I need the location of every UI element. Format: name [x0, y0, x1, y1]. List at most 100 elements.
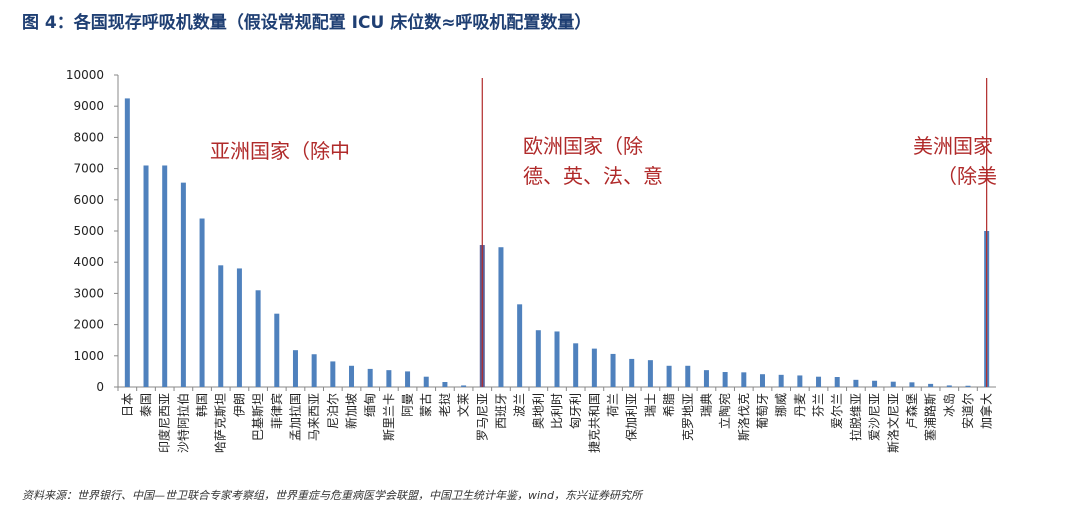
x-tick-label: 拉脱维亚	[848, 393, 863, 441]
bar-尼泊尔	[330, 361, 336, 387]
x-tick-label: 冰岛	[941, 393, 956, 417]
y-tick-label: 0	[96, 380, 104, 394]
bar-印度尼西亚	[162, 165, 168, 387]
x-tick-label: 西班牙	[494, 393, 508, 429]
region-annotation: 欧洲国家（除	[523, 134, 643, 158]
x-tick-label: 韩国	[194, 393, 209, 417]
bar-奥地利	[535, 330, 541, 387]
x-tick-label: 印度尼西亚	[157, 393, 172, 453]
x-tick-label: 克罗地亚	[681, 393, 695, 441]
figure-title: 图 4：各国现存呼吸机数量（假设常规配置 ICU 床位数≈呼吸机配置数量）	[22, 13, 592, 33]
bar-菲律宾	[274, 313, 280, 387]
x-tick-label: 波兰	[513, 393, 527, 417]
x-tick-label: 加拿大	[979, 393, 994, 429]
x-tick-label: 丹麦	[793, 393, 807, 417]
x-tick-label: 瑞典	[699, 393, 713, 417]
y-axis: 0 1000 2000 3000 4000 5000 6000 7000 8000 9000 100…	[66, 68, 119, 394]
x-tick-label: 日本	[120, 393, 134, 417]
bar-挪威	[778, 374, 784, 387]
x-tick-label: 挪威	[774, 393, 788, 417]
x-tick-label: 卢森堡	[904, 393, 919, 429]
y-tick-label: 1000	[73, 349, 104, 363]
x-tick-label: 保加利亚	[625, 393, 639, 441]
bar-泰国	[143, 165, 149, 387]
x-tick-label: 芬兰	[812, 393, 826, 417]
bar-缅甸	[367, 368, 373, 387]
bar-哈萨克斯坦	[218, 265, 224, 387]
x-tick-label: 哈萨克斯坦	[214, 393, 228, 453]
y-tick-label: 9000	[73, 99, 104, 113]
y-tick-label: 6000	[73, 193, 104, 207]
bar-斯洛文尼亚	[890, 381, 896, 387]
bar-荷兰	[610, 353, 616, 387]
region-annotations: 亚洲国家（除中 欧洲国家（除德、英、法、意 美洲国家 （除美	[210, 134, 997, 188]
region-annotation: （除美	[937, 164, 997, 188]
x-tick-label: 斯洛伐克	[736, 393, 751, 441]
bar-冰岛	[946, 385, 952, 387]
bar-爱沙尼亚	[872, 380, 878, 387]
x-tick-label: 希腊	[661, 393, 676, 417]
x-tick-label: 泰国	[139, 393, 153, 417]
bar-马来西亚	[311, 354, 317, 387]
x-tick-label: 爱尔兰	[829, 393, 844, 429]
bar-老挝	[442, 382, 448, 387]
y-tick-label: 5000	[73, 224, 104, 238]
bar-瑞典	[703, 370, 709, 387]
x-tick-label: 瑞士	[643, 393, 657, 417]
bar-希腊	[666, 365, 672, 387]
x-axis	[117, 386, 996, 391]
bar-斯洛伐克	[741, 372, 747, 387]
x-tick-label: 沙特阿拉伯	[175, 393, 190, 453]
x-tick-label: 葡萄牙	[755, 393, 769, 429]
x-tick-label: 伊朗	[232, 393, 246, 417]
x-tick-label: 老挝	[438, 393, 452, 417]
x-tick-label: 比利时	[550, 393, 564, 429]
x-tick-label: 菲律宾	[269, 393, 284, 429]
bar-巴基斯坦	[255, 290, 261, 387]
x-tick-label: 孟加拉国	[287, 393, 302, 441]
bar-斯里兰卡	[386, 370, 392, 387]
region-annotation: 美洲国家	[913, 134, 993, 158]
bar-沙特阿拉伯	[180, 182, 186, 387]
x-tick-label: 尼泊尔	[325, 393, 340, 429]
region-dividers	[481, 78, 988, 387]
bar-瑞士	[647, 360, 653, 387]
x-tick-label: 罗马尼亚	[475, 393, 489, 441]
x-tick-label: 斯里兰卡	[382, 393, 396, 441]
bar-蒙古	[423, 376, 429, 387]
bar-伊朗	[236, 268, 242, 387]
x-tick-label: 安道尔	[960, 393, 975, 429]
bar-匈牙利	[573, 343, 579, 387]
y-tick-label: 10000	[66, 68, 104, 82]
x-tick-label: 奥地利	[531, 393, 545, 429]
x-tick-label: 荷兰	[606, 393, 620, 417]
y-tick-label: 4000	[73, 255, 104, 269]
region-annotation: 亚洲国家（除中	[210, 139, 350, 163]
x-tick-label: 蒙古	[418, 393, 433, 417]
bar-阿曼	[405, 371, 411, 387]
x-tick-label: 缅甸	[363, 393, 377, 417]
x-tick-label: 巴基斯坦	[251, 393, 265, 441]
x-tick-label: 匈牙利	[569, 393, 583, 429]
bar-丹麦	[797, 375, 803, 387]
bar-西班牙	[498, 247, 504, 387]
bar-安道尔	[965, 385, 971, 387]
x-tick-label: 斯洛文尼亚	[885, 393, 900, 453]
y-tick-label: 2000	[73, 318, 104, 332]
y-tick-label: 7000	[73, 162, 104, 176]
bar-捷克共和国	[591, 348, 597, 387]
bar-日本	[124, 98, 130, 388]
bar-爱尔兰	[834, 377, 840, 387]
bar-文莱	[461, 385, 467, 387]
region-annotation: 德、英、法、意	[523, 164, 663, 188]
x-tick-label: 马来西亚	[307, 393, 321, 441]
x-tick-label: 爱沙尼亚	[868, 393, 882, 441]
bar-立陶宛	[722, 372, 728, 387]
bar-拉脱维亚	[853, 379, 859, 387]
bar-克罗地亚	[685, 365, 691, 387]
bar-卢森堡	[909, 382, 915, 387]
x-tick-label: 捷克共和国	[587, 393, 601, 453]
x-tick-label: 阿曼	[401, 393, 415, 417]
y-tick-label: 8000	[73, 130, 104, 144]
bar-新加坡	[349, 365, 355, 387]
